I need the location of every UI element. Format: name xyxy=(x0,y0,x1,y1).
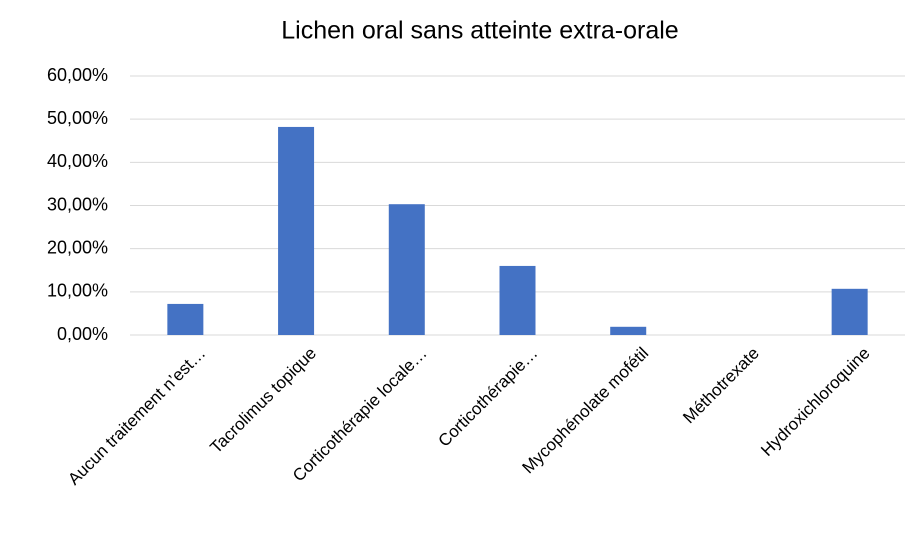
y-tick-label: 40,00% xyxy=(47,151,108,171)
bar xyxy=(831,288,868,335)
y-tick-label: 50,00% xyxy=(47,108,108,128)
x-tick-label: Hydroxichloroquine xyxy=(757,344,873,460)
chart-title: Lichen oral sans atteinte extra-orale xyxy=(281,17,678,45)
y-tick-label: 60,00% xyxy=(47,65,108,85)
bar xyxy=(388,204,425,335)
y-tick-label: 20,00% xyxy=(47,237,108,257)
bar xyxy=(278,126,315,335)
y-tick-label: 30,00% xyxy=(47,194,108,214)
x-tick-label: Corticothérapie… xyxy=(435,344,542,451)
x-tick-label: Aucun traitement n’est… xyxy=(64,344,209,489)
x-tick-label: Mycophénolate mofétil xyxy=(519,344,653,478)
x-tick-label: Tacrolimus topique xyxy=(206,344,320,458)
x-tick-label: Méthotrexate xyxy=(679,344,763,428)
y-tick-label: 0,00% xyxy=(57,324,108,344)
y-tick-label: 10,00% xyxy=(47,281,108,301)
bar xyxy=(610,326,647,335)
bar xyxy=(499,265,536,335)
bar xyxy=(167,303,204,335)
